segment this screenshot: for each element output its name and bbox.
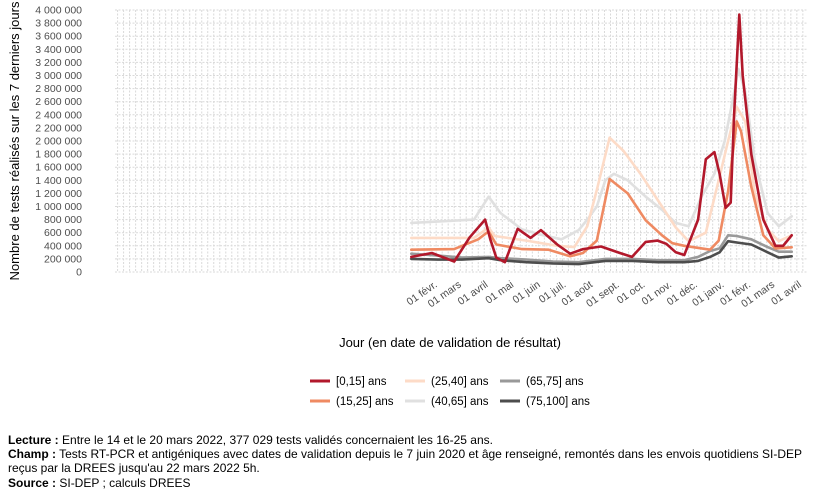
- y-tick-label: 400 000: [44, 240, 82, 252]
- note-source-label: Source :: [8, 475, 57, 490]
- note-champ-label: Champ :: [8, 447, 56, 462]
- y-tick-label: 1 800 000: [35, 149, 82, 161]
- series-line-1: [409, 120, 794, 258]
- y-tick-label: 2 600 000: [35, 96, 82, 108]
- x-axis-title: Jour (en date de validation de résultat): [339, 335, 561, 350]
- legend-label: (40,65] ans: [431, 396, 489, 408]
- note-lecture-label: Lecture :: [8, 433, 59, 447]
- x-tick-label: 01 juin: [510, 279, 542, 307]
- note-source: Source : SI-DEP ; calculs DREES: [8, 476, 823, 490]
- y-axis-title: Nombre de tests réalisés sur les 7 derni…: [7, 1, 22, 280]
- note-source-text: SI-DEP ; calculs DREES: [56, 475, 191, 490]
- y-tick-label: 1 200 000: [35, 188, 82, 200]
- legend-label: (65,75] ans: [526, 376, 584, 388]
- y-tick-label: 4 000 000: [35, 5, 82, 17]
- note-champ-text: Tests RT-PCR et antigéniques avec dates …: [8, 447, 802, 476]
- legend-label: [0,15] ans: [336, 376, 387, 388]
- y-tick-label: 2 000 000: [35, 136, 82, 148]
- y-tick-label: 1 000 000: [35, 201, 82, 213]
- legend: [0,15] ans (15,25] ans (25,40] ans (40,65] …: [310, 376, 590, 408]
- y-tick-label: 1 400 000: [35, 175, 82, 187]
- y-tick-label: 3 600 000: [35, 31, 82, 43]
- y-tick-label: 2 800 000: [35, 83, 82, 95]
- note-lecture: Lecture : Entre le 14 et le 20 mars 2022…: [8, 433, 823, 447]
- y-tick-label: 3 400 000: [35, 44, 82, 56]
- y-tick-label: 3 000 000: [35, 70, 82, 82]
- note-champ: Champ : Tests RT-PCR et antigéniques ave…: [8, 447, 823, 475]
- y-tick-label: 3 800 000: [35, 18, 82, 30]
- y-tick-label: 800 000: [44, 214, 82, 226]
- y-tick-label: 2 400 000: [35, 109, 82, 121]
- note-lecture-text: Entre le 14 et le 20 mars 2022, 377 029 …: [58, 433, 493, 447]
- x-tick-label: 01 avril: [456, 279, 491, 308]
- series-line-0: [409, 13, 794, 264]
- legend-label: (25,40] ans: [431, 376, 489, 388]
- legend-label: (75,100] ans: [526, 396, 590, 408]
- x-tick-label: 01 mai: [483, 279, 516, 307]
- x-tick-label: 01 avril: [769, 279, 804, 308]
- y-tick-label: 1 600 000: [35, 162, 82, 174]
- series-line-4: [409, 234, 794, 264]
- y-tick-label: 3 200 000: [35, 57, 82, 69]
- series-lines: [409, 13, 794, 266]
- y-tick-label: 200 000: [44, 253, 82, 265]
- y-tick-label: 0: [76, 267, 82, 279]
- y-tick-label: 2 200 000: [35, 122, 82, 134]
- series-line-2: [409, 105, 794, 249]
- y-tick-label: 600 000: [44, 227, 82, 239]
- notes: Lecture : Entre le 14 et le 20 mars 2022…: [8, 433, 823, 490]
- legend-label: (15,25] ans: [336, 396, 394, 408]
- series-line-5: [409, 239, 794, 266]
